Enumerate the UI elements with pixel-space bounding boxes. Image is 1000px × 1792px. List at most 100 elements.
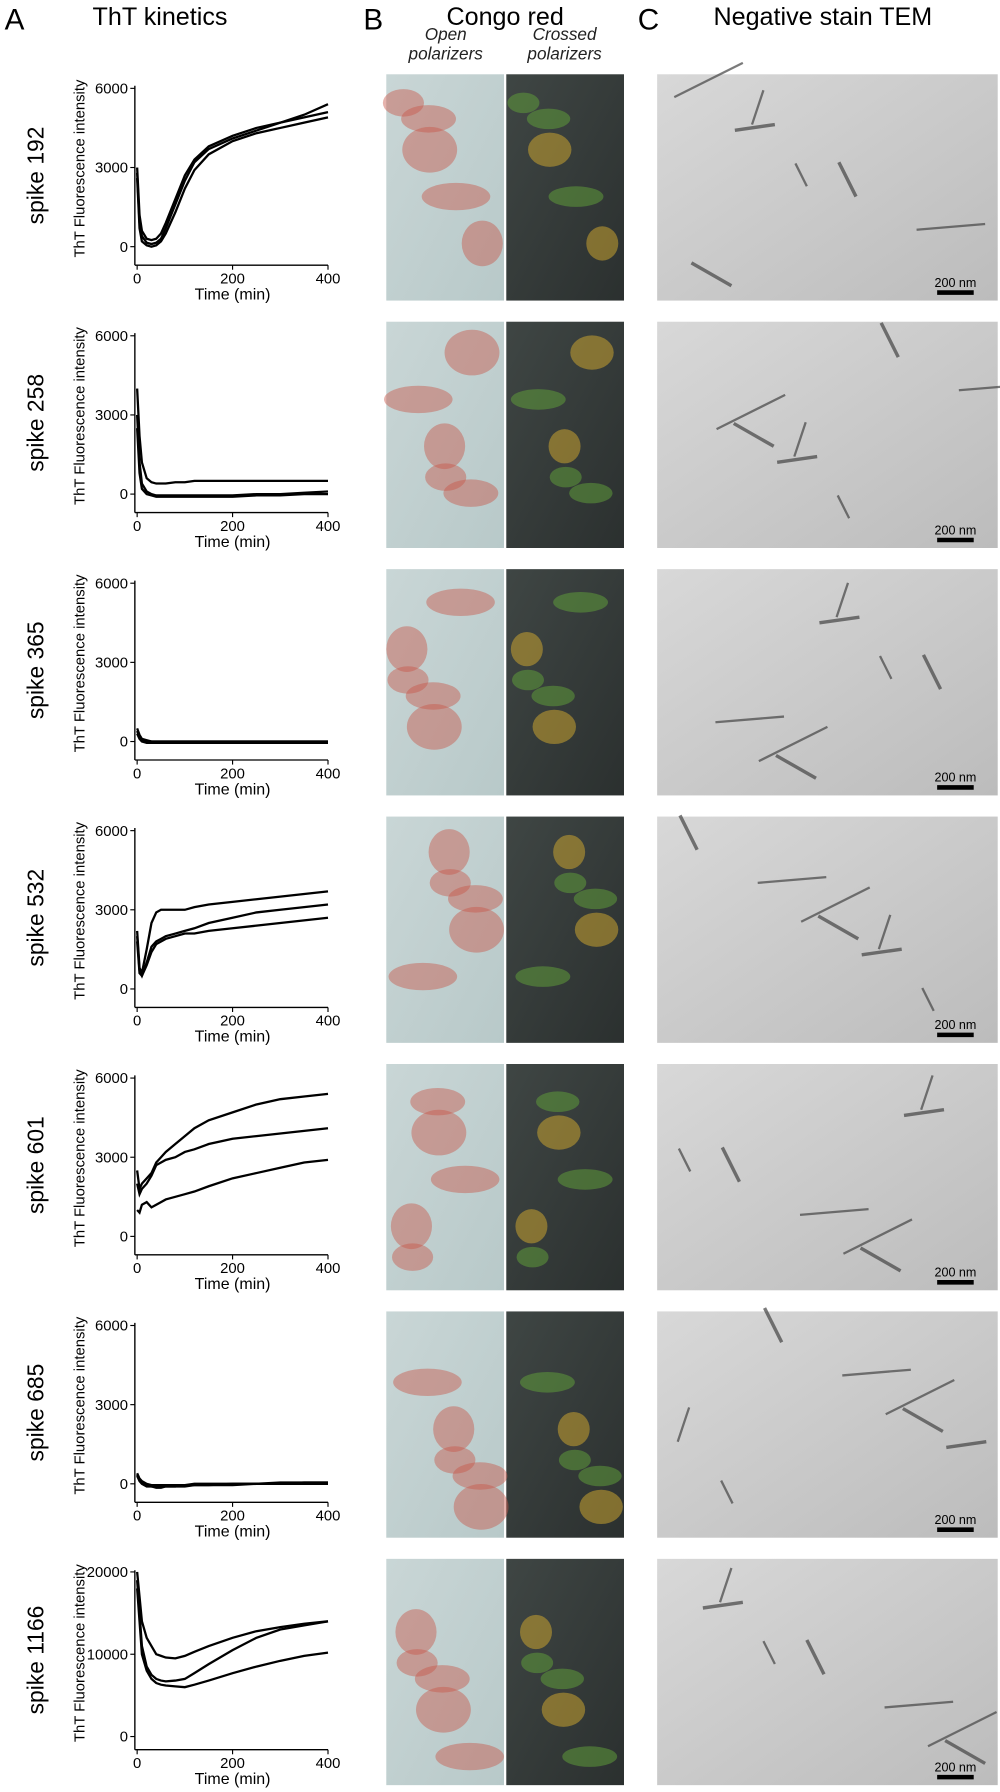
fibril xyxy=(921,987,935,1012)
x-axis-label: Time (min) xyxy=(195,1029,271,1046)
fibril xyxy=(861,947,902,957)
fibril xyxy=(903,1108,945,1118)
blob xyxy=(520,1372,575,1393)
panel-letter: C xyxy=(638,4,659,37)
x-tick-label: 200 xyxy=(220,1756,245,1772)
blob xyxy=(435,1742,504,1771)
blob xyxy=(384,385,453,414)
fibril xyxy=(800,886,871,923)
x-tick-label: 400 xyxy=(316,766,341,782)
y-tick-label: 3000 xyxy=(95,903,128,919)
blob xyxy=(510,632,543,667)
blob xyxy=(574,912,619,947)
fibril xyxy=(877,914,892,950)
y-axis-label: ThT Fluorescence intensity xyxy=(73,1564,89,1743)
fibril xyxy=(944,1739,986,1765)
row-label: spike 1166 xyxy=(22,1606,48,1715)
blob xyxy=(396,1649,438,1677)
blob xyxy=(429,869,471,897)
tem-image xyxy=(657,1311,998,1538)
line-series xyxy=(136,903,329,979)
blob xyxy=(388,962,458,991)
fibril xyxy=(757,876,827,884)
crossed-label: Crossed polarizers xyxy=(527,25,602,64)
y-axis-label: ThT Fluorescence intensity xyxy=(73,1316,89,1495)
fibril xyxy=(842,1218,913,1255)
blob xyxy=(531,685,575,707)
x-tick-label: 0 xyxy=(133,271,141,287)
y-tick-label: 0 xyxy=(120,982,128,998)
line-series xyxy=(136,1092,329,1194)
blob xyxy=(461,220,503,267)
y-tick-label: 0 xyxy=(120,1477,128,1493)
y-tick-label: 6000 xyxy=(95,1071,128,1087)
x-tick-label: 400 xyxy=(316,519,341,535)
open-polarizer-photo xyxy=(386,1064,504,1291)
fibril xyxy=(921,654,943,690)
blob xyxy=(569,482,613,504)
fibril xyxy=(677,1148,692,1172)
line-series xyxy=(136,1475,328,1489)
y-tick-label: 3000 xyxy=(95,1150,128,1166)
fibril xyxy=(842,1368,911,1377)
blob xyxy=(515,1209,548,1244)
row-label: spike 601 xyxy=(22,1116,48,1214)
fibril xyxy=(902,1407,944,1433)
x-tick-label: 400 xyxy=(316,271,341,287)
blob xyxy=(586,226,619,261)
blob xyxy=(448,885,503,913)
x-tick-label: 0 xyxy=(133,1261,141,1277)
tem-image xyxy=(657,321,998,548)
scale-bar-label: 200 nm xyxy=(934,771,976,785)
blob xyxy=(562,1746,618,1767)
scale-bar-label: 200 nm xyxy=(934,1018,976,1032)
blob xyxy=(526,108,571,130)
tem-image xyxy=(657,816,998,1043)
y-tick-label: 6000 xyxy=(95,81,128,97)
line-series xyxy=(136,730,328,743)
column-header: Crossed polarizers xyxy=(527,25,602,64)
y-tick-label: 6000 xyxy=(95,329,128,345)
scale-bar-label: 200 nm xyxy=(934,1760,976,1774)
blob xyxy=(554,872,587,894)
blob xyxy=(434,1446,476,1474)
fibril xyxy=(794,162,808,187)
blob xyxy=(443,479,499,507)
blob xyxy=(578,1465,622,1487)
line-series xyxy=(136,1588,329,1689)
tem-image xyxy=(657,569,998,796)
blob xyxy=(390,1203,432,1250)
blob xyxy=(426,588,495,616)
fibril xyxy=(835,582,850,618)
blob xyxy=(416,1686,471,1733)
blob xyxy=(549,466,582,488)
x-tick-label: 200 xyxy=(220,271,245,287)
x-axis-label: Time (min) xyxy=(195,1524,271,1541)
line-series xyxy=(136,414,329,497)
x-tick-label: 200 xyxy=(220,1509,245,1525)
fibril xyxy=(732,421,775,448)
blob xyxy=(402,126,458,173)
line-series xyxy=(136,428,328,498)
fibril xyxy=(702,1600,744,1610)
blob xyxy=(548,186,604,207)
blob xyxy=(537,1115,581,1150)
blob xyxy=(570,335,614,370)
fibril xyxy=(690,261,733,288)
blob xyxy=(510,389,566,410)
row-label: spike 685 xyxy=(22,1364,48,1462)
blob xyxy=(557,1169,613,1190)
line-series xyxy=(136,1580,329,1683)
fibril xyxy=(837,161,858,198)
blob xyxy=(395,1609,437,1655)
scale-bar-label: 200 nm xyxy=(934,523,976,537)
blob xyxy=(553,592,608,613)
fibril xyxy=(927,1710,998,1748)
y-axis-label: ThT Fluorescence intensity xyxy=(73,821,89,1000)
blob xyxy=(453,1484,509,1530)
y-tick-label: 0 xyxy=(120,487,128,503)
column-header: Open polarizers xyxy=(409,25,483,64)
blob xyxy=(548,429,581,464)
fibril xyxy=(819,615,860,625)
line-series xyxy=(136,727,328,743)
